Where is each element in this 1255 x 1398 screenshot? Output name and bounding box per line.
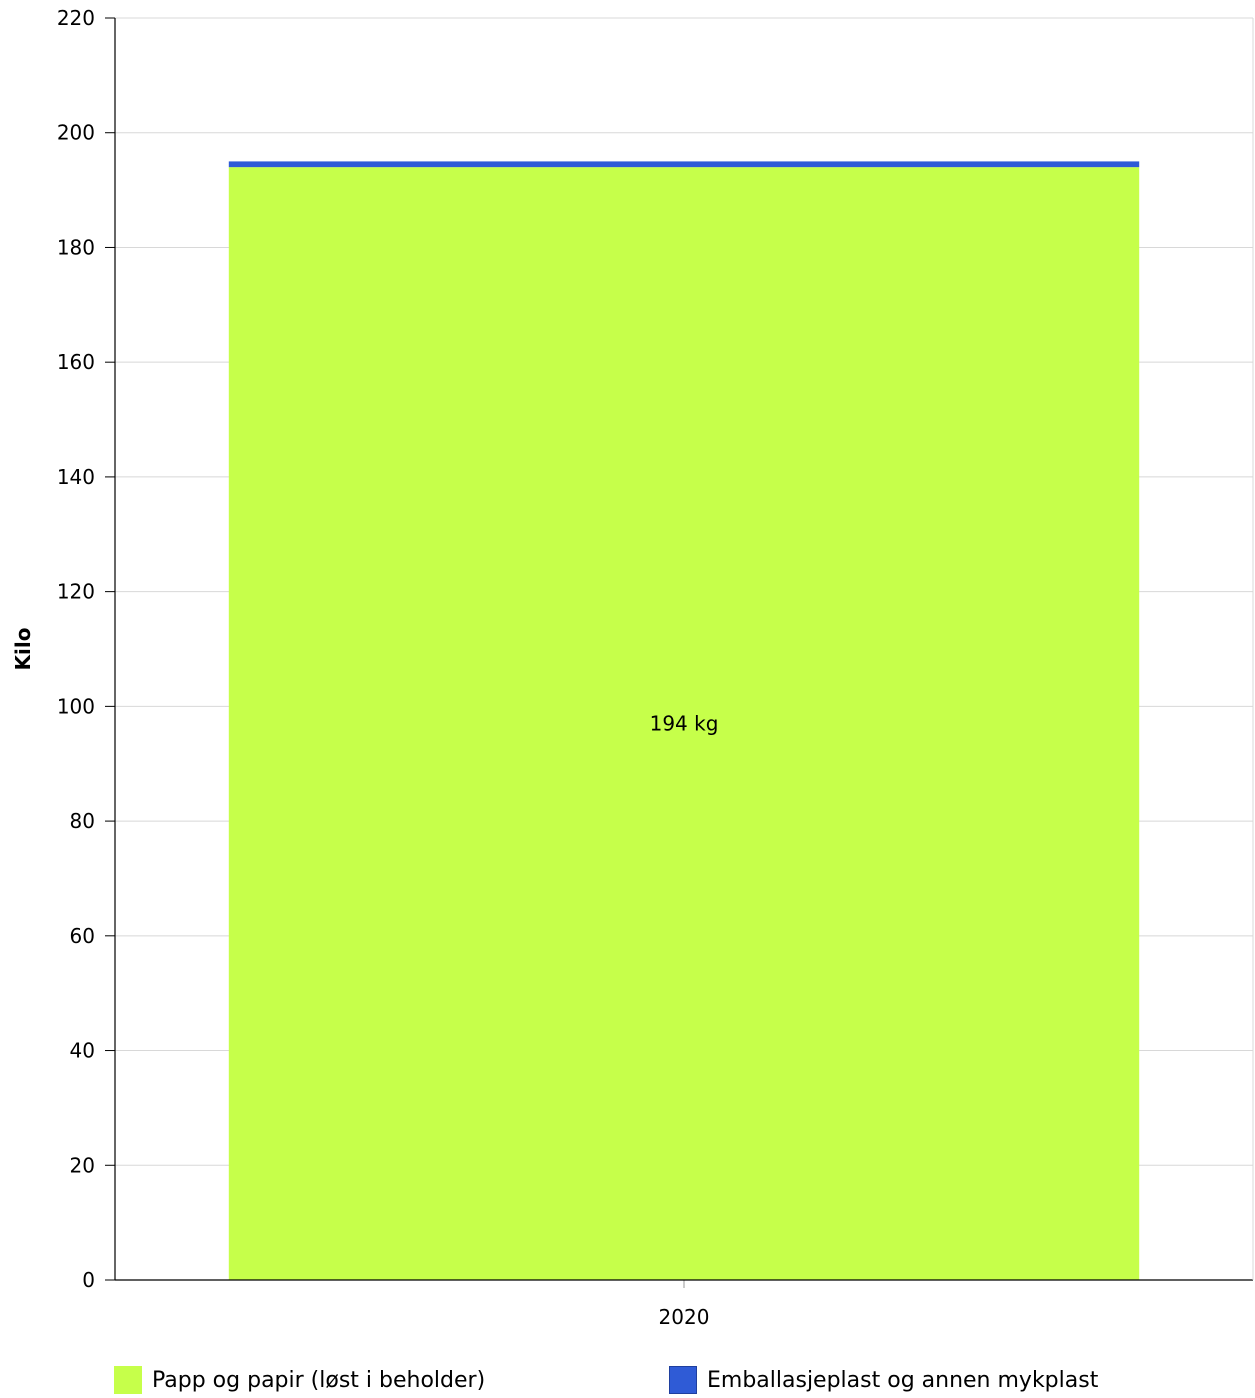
y-tick-label-140: 140 — [57, 465, 95, 489]
legend-label-papp: Papp og papir (løst i beholder) — [152, 1367, 486, 1393]
x-tick-label-2020: 2020 — [659, 1305, 710, 1329]
y-tick-label-40: 40 — [70, 1039, 95, 1063]
legend-item-papp[interactable]: Papp og papir (løst i beholder) — [114, 1366, 485, 1394]
y-tick-label-100: 100 — [57, 694, 95, 718]
bar-papp-2020 — [228, 167, 1140, 1280]
y-tick-label-220: 220 — [57, 6, 95, 30]
chart-svg: 194 kg 2020 0 20 40 60 80 100 120 140 160 180 200 220… — [11, 6, 1254, 1329]
data-label-papp-2020: 194 kg — [650, 712, 719, 736]
y-tick-label-120: 120 — [57, 580, 95, 604]
y-axis-title: Kilo — [11, 628, 35, 671]
y-tick-label-180: 180 — [57, 235, 95, 259]
y-tick-label-200: 200 — [57, 121, 95, 145]
bar-emballasjeplast-2020 — [228, 161, 1140, 168]
legend-item-emballasjeplast[interactable]: Emballasjeplast og annen mykplast — [669, 1366, 1098, 1394]
y-tick-label-60: 60 — [70, 924, 95, 948]
y-tick-label-0: 0 — [82, 1268, 95, 1292]
legend-label-emballasjeplast: Emballasjeplast og annen mykplast — [707, 1367, 1099, 1393]
y-tick-label-80: 80 — [70, 809, 95, 833]
y-tick-label-160: 160 — [57, 350, 95, 374]
legend: Papp og papir (løst i beholder) Emballas… — [0, 1366, 1255, 1398]
legend-swatch-papp — [114, 1366, 142, 1394]
legend-swatch-emballasjeplast — [669, 1366, 697, 1394]
y-tick-label-20: 20 — [70, 1153, 95, 1177]
